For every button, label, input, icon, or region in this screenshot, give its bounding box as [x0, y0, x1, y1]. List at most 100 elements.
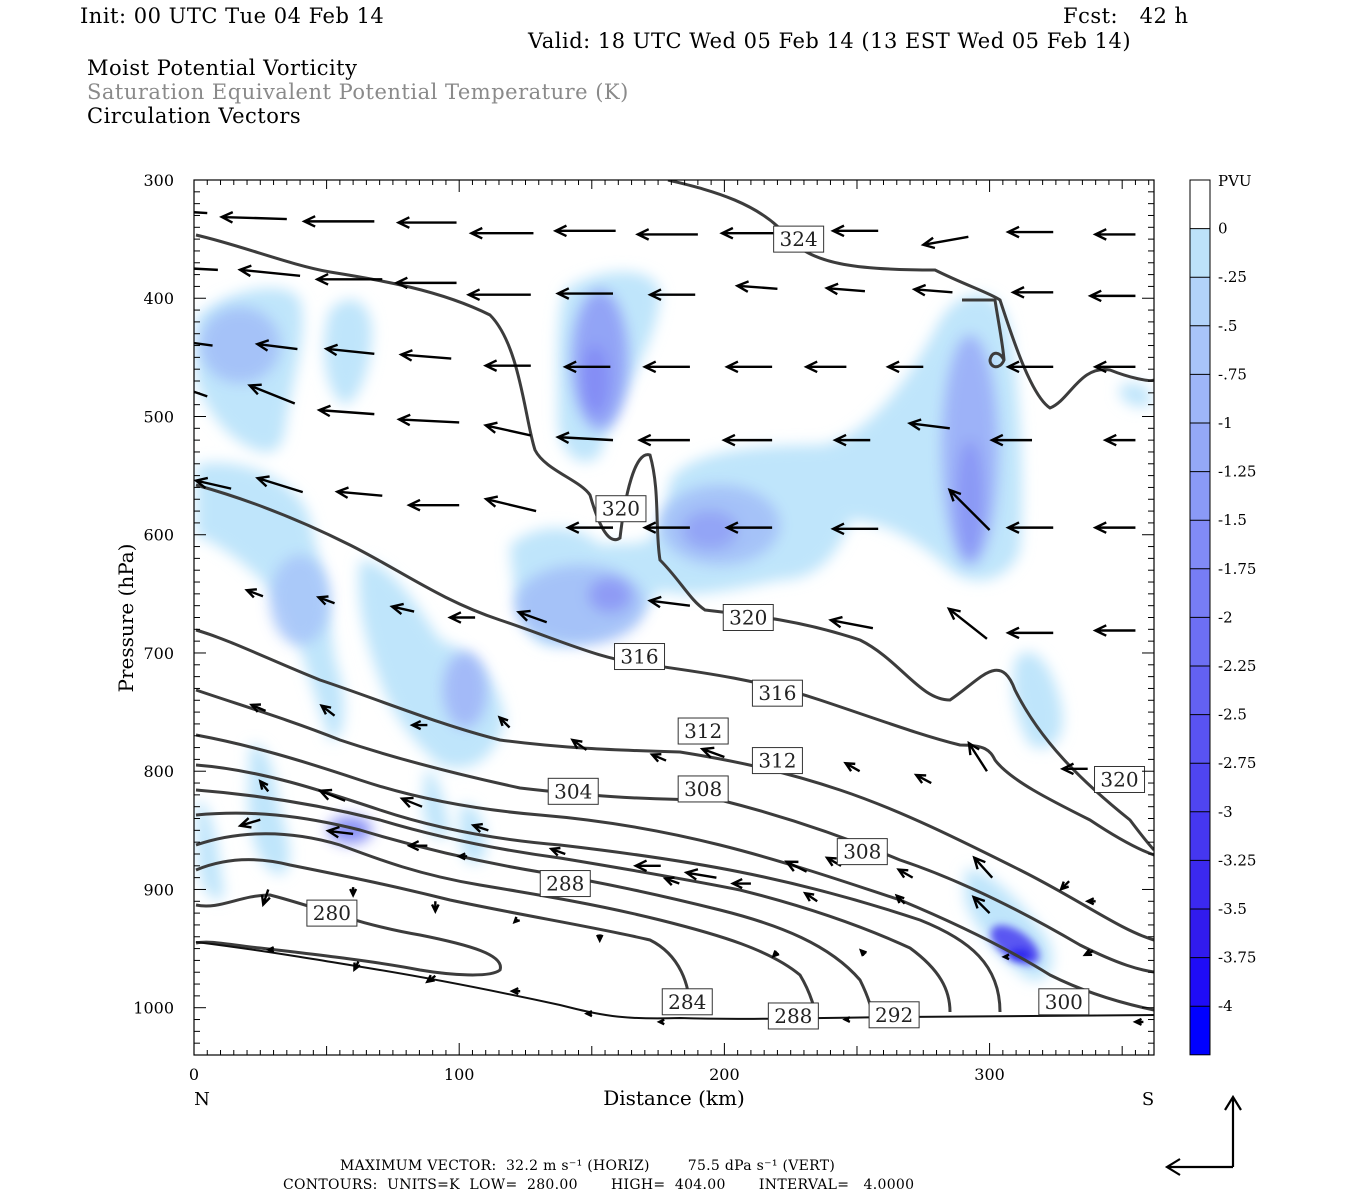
- circulation-vector: [649, 752, 667, 763]
- pv-core: [1008, 948, 1032, 962]
- colorbar-label: -3.5: [1218, 900, 1247, 918]
- circulation-vectors: [194, 211, 1144, 1026]
- circulation-vector: [249, 703, 267, 713]
- circulation-vector: [349, 887, 358, 898]
- colorbar-label: -2.75: [1218, 754, 1256, 772]
- circulation-vector: [425, 974, 437, 984]
- circulation-vector: [642, 360, 690, 374]
- colorbar-cell: [1190, 909, 1210, 958]
- contour-label-box: [1038, 988, 1090, 1016]
- pv-region: [1120, 383, 1152, 407]
- contour-label: 284: [668, 990, 706, 1014]
- circulation-vector: [1084, 897, 1096, 906]
- circulation-vector: [552, 224, 616, 238]
- colorbar-label: -1.75: [1218, 560, 1256, 578]
- circulation-vector: [1087, 289, 1136, 303]
- y-tick-label: 800: [143, 762, 174, 781]
- contour-316: [195, 483, 1154, 857]
- pv-core: [443, 652, 487, 728]
- circulation-vector: [683, 868, 717, 881]
- circulation-vector: [497, 715, 511, 729]
- circulation-vector: [843, 761, 861, 773]
- pv-core: [956, 440, 984, 560]
- contour-label-box: [539, 870, 591, 898]
- circulation-vector: [406, 840, 428, 852]
- y-axis-ticks: 300 400 500 600 700 800 900 1000 Pressure (hPa): [114, 171, 1154, 1056]
- circulation-vector: [194, 267, 218, 272]
- circulation-vector: [447, 611, 476, 624]
- colorbar-label: -1: [1218, 414, 1233, 432]
- contour-label: 320: [1100, 767, 1138, 791]
- circulation-vector: [719, 226, 781, 240]
- forecast-hour-label: Fcst: 42 h: [1063, 4, 1189, 28]
- circulation-vector: [635, 228, 698, 241]
- y-tick-label: 400: [143, 289, 174, 308]
- pv-core: [270, 555, 330, 645]
- colorbar-cell: [1190, 374, 1210, 423]
- colorbar-label: -2: [1218, 608, 1233, 626]
- colorbar-cell: [1190, 1006, 1210, 1055]
- circulation-vector: [1092, 228, 1136, 241]
- colorbar-cell: [1190, 520, 1210, 569]
- circulation-vector: [258, 779, 270, 793]
- circulation-vector: [237, 817, 261, 829]
- pv-region: [324, 299, 372, 405]
- circulation-vector: [237, 264, 301, 278]
- circulation-vector: [1005, 521, 1054, 534]
- circulation-vector: [730, 877, 751, 890]
- circulation-vector: [409, 719, 428, 731]
- circulation-vector: [784, 860, 808, 873]
- circulation-vector: [389, 602, 415, 615]
- pv-region: [196, 462, 345, 741]
- reference-vector: [1164, 1094, 1242, 1176]
- circulation-vector: [1092, 624, 1136, 637]
- field-title-mpv: Moist Potential Vorticity: [87, 56, 358, 80]
- circulation-vector: [724, 521, 773, 534]
- circulation-vector: [317, 788, 346, 802]
- circulation-vector: [920, 235, 969, 250]
- circulation-vector: [1082, 948, 1094, 957]
- x-tick-label: 300: [974, 1065, 1005, 1084]
- colorbar-cell: [1190, 568, 1210, 618]
- contour-label-box: [836, 838, 888, 866]
- contour-312: [195, 628, 1154, 942]
- contour-label-box: [614, 643, 666, 671]
- circulation-vector: [260, 889, 271, 908]
- reference-vertical-arrow: [1224, 1094, 1242, 1167]
- colorbar-label: -3.75: [1218, 949, 1256, 967]
- circulation-vector: [584, 1010, 593, 1018]
- contour-label-box: [547, 777, 599, 805]
- circulation-vector: [396, 413, 460, 427]
- contour-label: 316: [620, 645, 658, 669]
- pv-region: [1013, 652, 1063, 748]
- contour-label: 320: [729, 606, 767, 630]
- circulation-vector: [913, 773, 932, 785]
- colorbar-cell: [1190, 763, 1210, 812]
- circulation-vector: [406, 498, 460, 512]
- pv-region: [423, 770, 450, 839]
- y-tick-label: 900: [143, 880, 174, 899]
- circulation-vector: [946, 607, 988, 640]
- circulation-vector: [647, 288, 696, 301]
- circulation-vector: [971, 895, 991, 914]
- pv-region: [510, 294, 1022, 646]
- circulation-vector: [894, 893, 906, 905]
- circulation-vector: [194, 476, 232, 490]
- y-tick-label: 300: [143, 171, 174, 190]
- circulation-vector: [430, 901, 440, 915]
- circulation-vector: [1132, 1017, 1144, 1026]
- colorbar-cell: [1190, 180, 1210, 229]
- contour-label: 300: [1045, 990, 1083, 1014]
- circulation-vector: [642, 521, 690, 534]
- circulation-vector: [1005, 225, 1054, 239]
- y-tick-label: 600: [143, 526, 174, 545]
- colorbar-label: -2.5: [1218, 706, 1247, 724]
- contour-label: 312: [684, 719, 722, 743]
- colorbar-cell: [1190, 957, 1210, 1007]
- contour-label: 324: [780, 227, 818, 251]
- circulation-vector: [314, 273, 383, 286]
- pv-core: [328, 816, 372, 844]
- colorbar-label: 0: [1218, 220, 1228, 238]
- circulation-vector: [301, 215, 375, 228]
